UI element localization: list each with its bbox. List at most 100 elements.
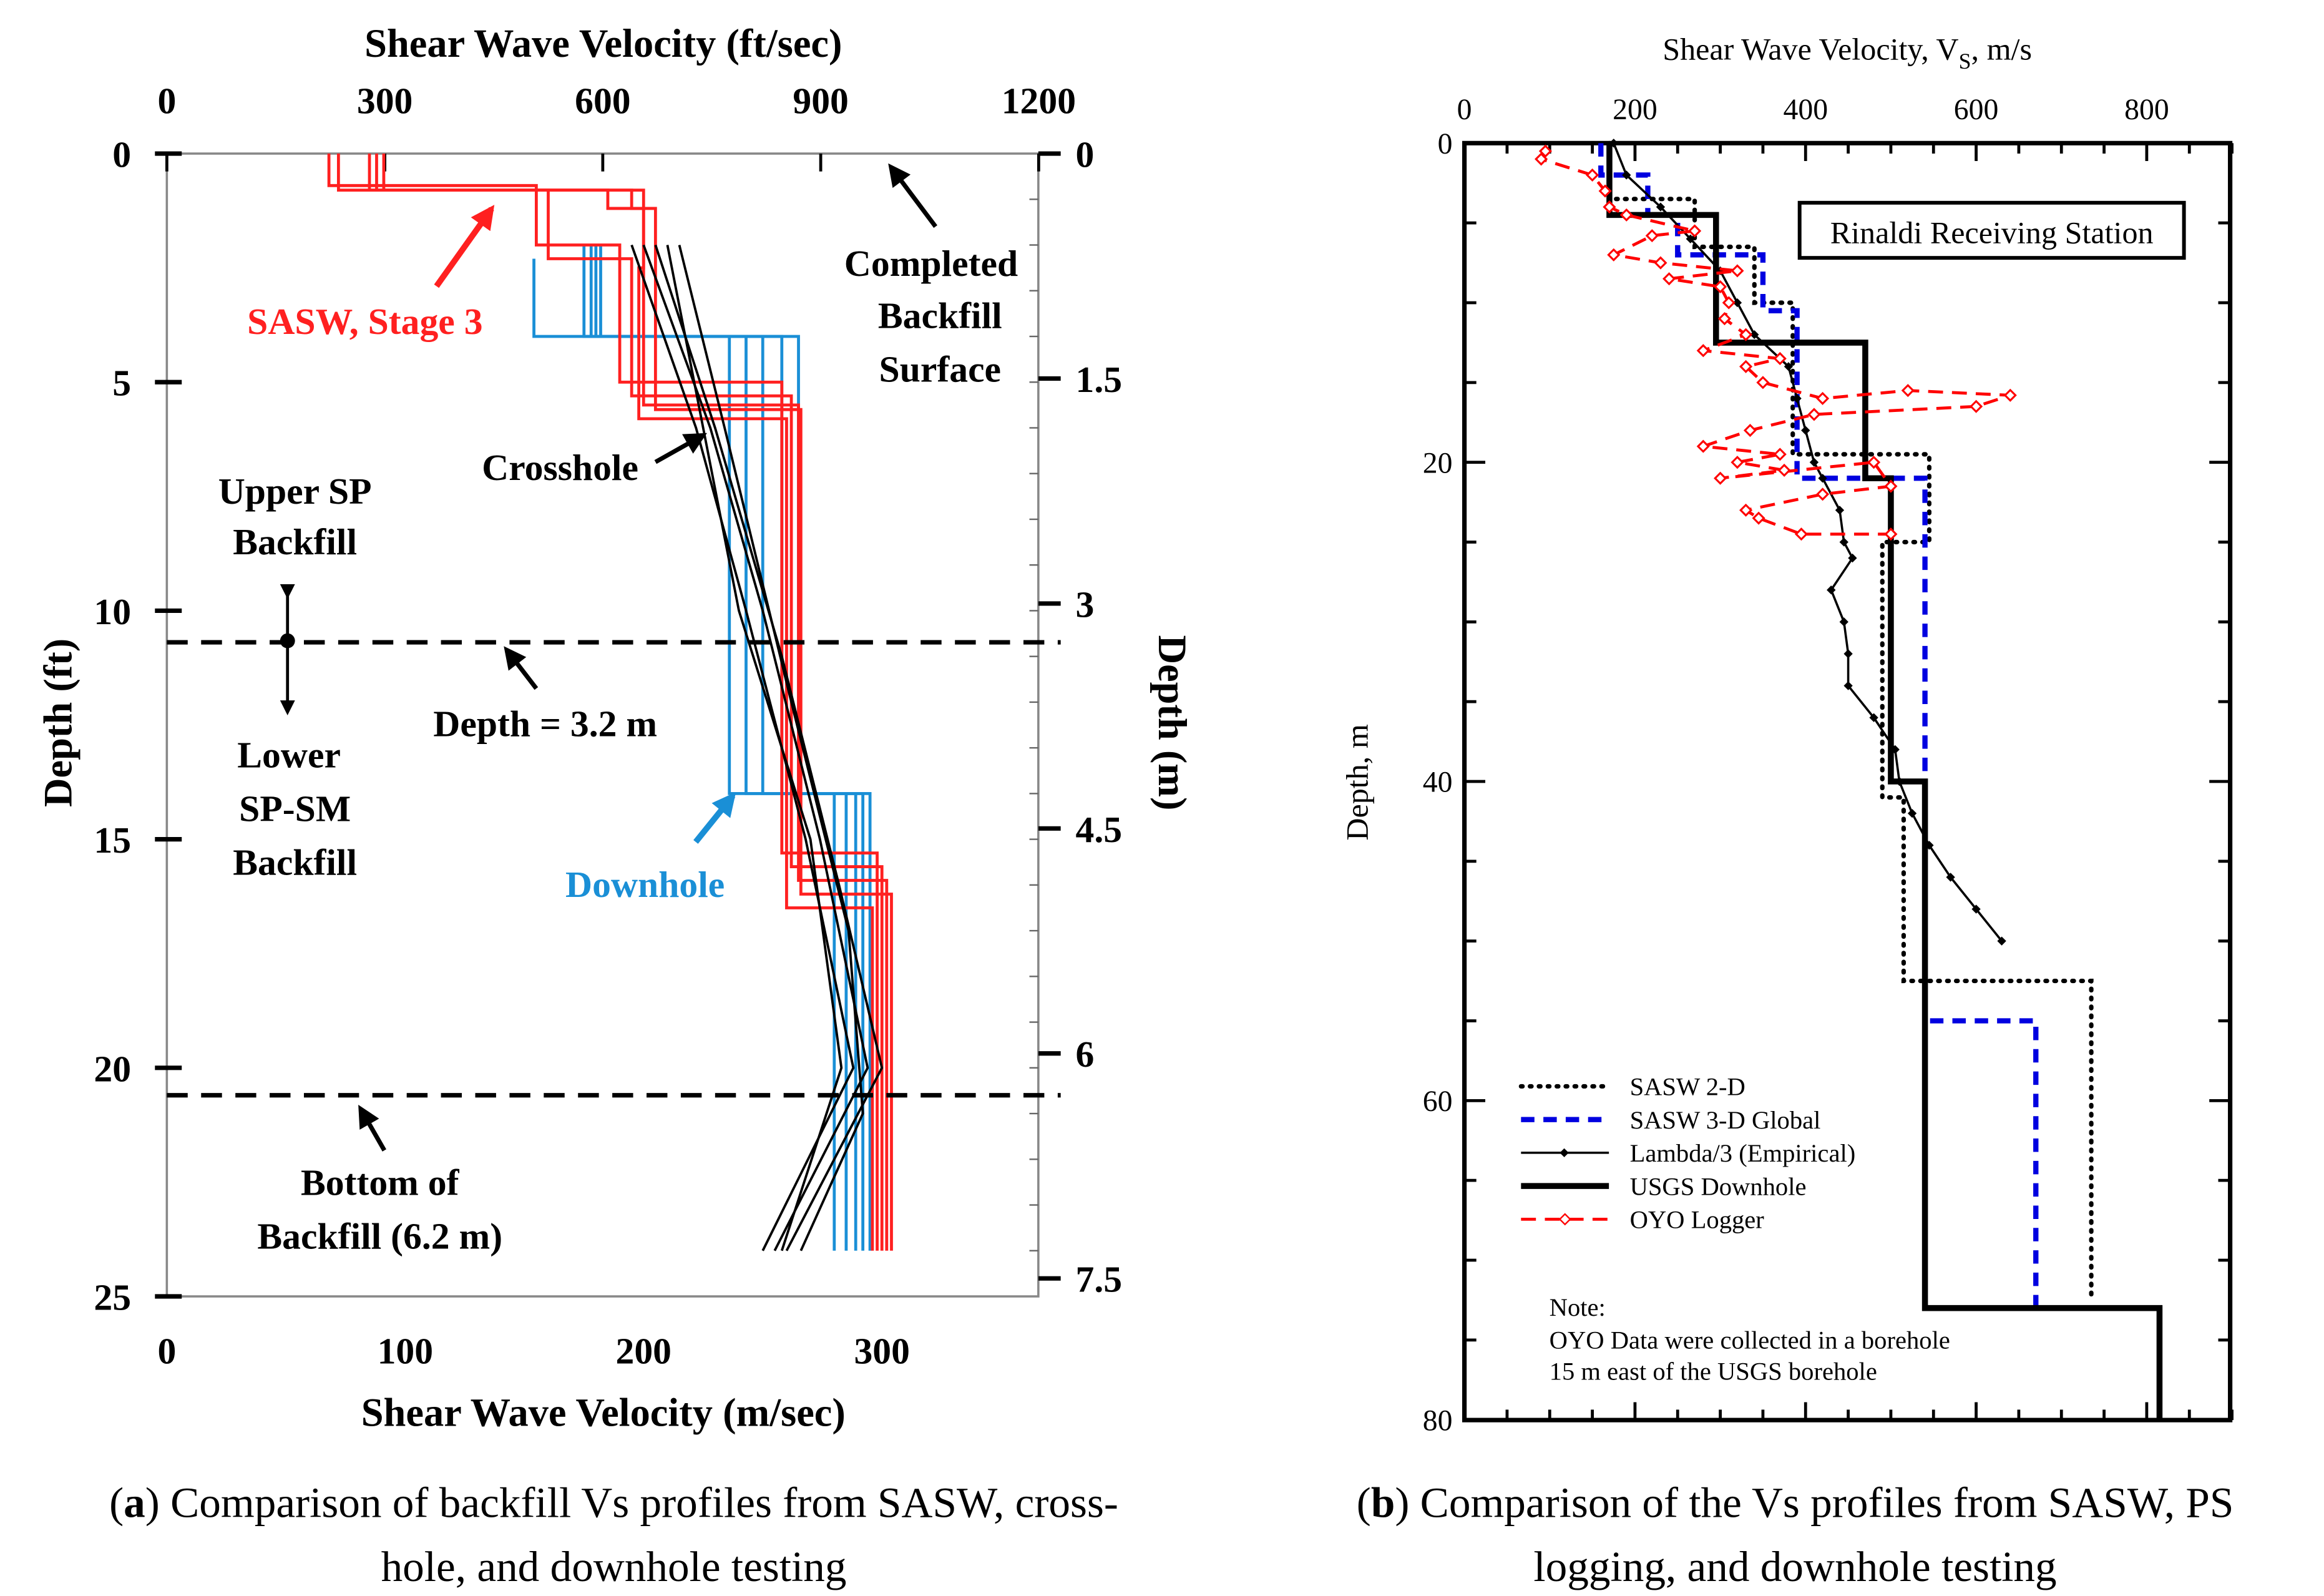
completed-label-3: Surface bbox=[879, 348, 1002, 389]
oyo-marker bbox=[1773, 448, 1787, 461]
downhole-profile bbox=[532, 258, 836, 1251]
crosshole-arrow bbox=[654, 433, 707, 464]
oyo-marker bbox=[1867, 456, 1881, 469]
oyo-marker bbox=[1645, 229, 1659, 243]
lower-label-2: SP-SM bbox=[239, 788, 351, 830]
svg-text:(b) Comparison of the Vs profi: (b) Comparison of the Vs profiles from S… bbox=[1357, 1478, 2234, 1526]
plot-frame-b bbox=[1462, 140, 2233, 1422]
y-tick-label: 0 bbox=[1438, 127, 1453, 160]
x-tick-label: 300 bbox=[854, 1330, 909, 1371]
note-line-2: OYO Data were collected in a borehole bbox=[1550, 1326, 1950, 1354]
y-tick-label: 20 bbox=[1423, 446, 1453, 479]
lower-label-3: Backfill bbox=[233, 841, 357, 883]
note-line-1: Note: bbox=[1550, 1293, 1606, 1321]
oyo-marker bbox=[1607, 248, 1621, 262]
x-top-axis-title: Shear Wave Velocity (ft/sec) bbox=[364, 21, 842, 66]
x-top-tick-label: 0 bbox=[157, 81, 176, 122]
legend-label: SASW 2-D bbox=[1630, 1073, 1745, 1101]
lambda-marker bbox=[1971, 904, 1981, 914]
y-right-tick-label: 3 bbox=[1076, 584, 1095, 625]
oyo-marker bbox=[1884, 527, 1898, 541]
y-tick-label: 60 bbox=[1423, 1085, 1453, 1118]
lambda-marker bbox=[1792, 394, 1802, 403]
lambda-marker bbox=[1907, 808, 1917, 818]
x-axis-title: Shear Wave Velocity (m/sec) bbox=[361, 1391, 846, 1435]
oyo-marker bbox=[1884, 479, 1898, 493]
oyo-marker bbox=[1739, 328, 1753, 341]
lambda-marker bbox=[1656, 202, 1666, 212]
x-tick-label: 800 bbox=[2124, 93, 2169, 126]
downhole-label: Downhole bbox=[565, 864, 725, 905]
oyo-marker bbox=[1739, 503, 1753, 517]
svg-text:(a) Comparison of backfill Vs: (a) Comparison of backfill Vs profiles f… bbox=[109, 1478, 1118, 1526]
legend: SASW 2-D SASW 3-D Global Lambda/3 (Empiric… bbox=[1518, 1073, 1856, 1234]
x-tick-label: 0 bbox=[157, 1330, 176, 1371]
x-top-tick-label: 600 bbox=[575, 81, 630, 122]
y-tick-label: 25 bbox=[94, 1276, 131, 1318]
lambda-marker bbox=[1801, 426, 1810, 435]
caption-b: (b) Comparison of the Vs profiles from S… bbox=[1357, 1478, 2234, 1590]
caption-b-label: b bbox=[1371, 1478, 1395, 1526]
legend-label: SASW 3-D Global bbox=[1630, 1106, 1821, 1134]
series-sasw-3-d-global bbox=[1598, 143, 2039, 1308]
x-top-tick-label: 900 bbox=[793, 81, 848, 122]
lambda-marker bbox=[1622, 170, 1631, 180]
y-right-tick-label: 4.5 bbox=[1076, 809, 1123, 850]
crosshole-profile bbox=[678, 245, 864, 1251]
bottom-arrow bbox=[358, 1105, 387, 1152]
upper-label-2: Backfill bbox=[233, 521, 357, 562]
oyo-marker bbox=[1662, 272, 1676, 286]
series-lambda-3-empirical bbox=[1613, 142, 2003, 942]
oyo-marker bbox=[1696, 344, 1710, 358]
crosshole-profile bbox=[654, 244, 884, 1251]
y-right-tick-label: 6 bbox=[1076, 1034, 1095, 1075]
oyo-marker bbox=[1696, 439, 1710, 453]
y-axis-title-b: Depth, m bbox=[1339, 724, 1374, 841]
x-axis-title-b: Shear Wave Velocity, VS, m/s bbox=[1662, 32, 2032, 74]
oyo-marker bbox=[1743, 423, 1757, 438]
oyo-marker bbox=[2003, 388, 2017, 402]
series-oyo-logger bbox=[1539, 150, 2011, 536]
lambda-marker bbox=[1686, 234, 1695, 243]
legend-marker bbox=[1558, 1213, 1571, 1226]
lambda-marker bbox=[1839, 617, 1848, 627]
oyo-marker bbox=[1598, 184, 1612, 198]
oyo-marker bbox=[1777, 463, 1791, 477]
caption-b-line1: Comparison of the Vs profiles from SASW,… bbox=[1420, 1478, 2234, 1526]
y-right-axis-title: Depth (m) bbox=[1150, 635, 1194, 810]
legend-label: Lambda/3 (Empirical) bbox=[1630, 1139, 1856, 1167]
caption-a: (a) Comparison of backfill Vs profiles f… bbox=[109, 1478, 1118, 1590]
y-tick-label: 80 bbox=[1423, 1404, 1453, 1437]
downhole-arrow bbox=[693, 791, 736, 844]
oyo-marker bbox=[1586, 168, 1599, 182]
y-right-tick-label: 1.5 bbox=[1076, 359, 1123, 400]
lambda-marker bbox=[1732, 298, 1742, 308]
lambda-marker bbox=[1839, 537, 1848, 547]
completed-label-2: Backfill bbox=[878, 295, 1002, 336]
y-axis-title: Depth (ft) bbox=[36, 639, 81, 807]
oyo-marker bbox=[1688, 224, 1702, 238]
downhole-profile bbox=[582, 245, 848, 1251]
x-tick-label: 400 bbox=[1783, 93, 1828, 126]
oyo-marker bbox=[1970, 399, 1983, 413]
y-right-tick-label: 0 bbox=[1076, 134, 1095, 175]
y-tick-label: 40 bbox=[1423, 766, 1453, 799]
oyo-marker bbox=[1538, 144, 1552, 158]
sasw-label: SASW, Stage 3 bbox=[247, 301, 482, 342]
legend-marker bbox=[1560, 1148, 1569, 1158]
oyo-marker bbox=[1752, 511, 1765, 525]
station-label: Rinaldi Receiving Station bbox=[1830, 215, 2154, 250]
oyo-marker bbox=[1722, 296, 1736, 310]
oyo-marker bbox=[1619, 208, 1633, 222]
y-tick-label: 20 bbox=[94, 1048, 131, 1089]
y-tick-label: 0 bbox=[112, 134, 131, 175]
depth-arrow bbox=[504, 646, 539, 690]
oyo-marker bbox=[1731, 456, 1744, 469]
oyo-marker bbox=[1816, 487, 1830, 501]
y-right-tick-label: 7.5 bbox=[1076, 1259, 1123, 1300]
oyo-marker bbox=[1807, 408, 1821, 421]
x-tick-label: 100 bbox=[378, 1330, 433, 1371]
lambda-marker bbox=[1818, 474, 1827, 483]
crosshole-profile bbox=[666, 245, 843, 1251]
caption-a-line1: Comparison of backfill Vs profiles from … bbox=[170, 1478, 1118, 1526]
